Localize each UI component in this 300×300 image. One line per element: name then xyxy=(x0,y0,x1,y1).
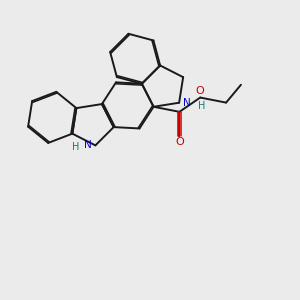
Text: H: H xyxy=(197,101,205,111)
Text: O: O xyxy=(196,86,205,96)
Text: N: N xyxy=(183,98,191,108)
Text: O: O xyxy=(175,137,184,147)
Text: H: H xyxy=(72,142,79,152)
Text: N: N xyxy=(84,140,92,150)
